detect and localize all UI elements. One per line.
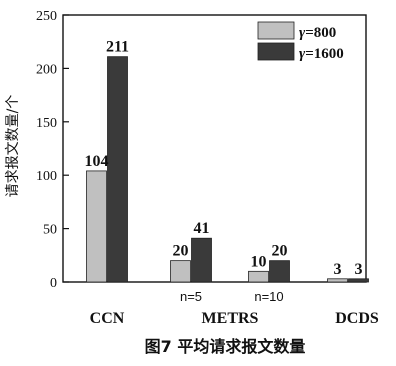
- data-label: 20: [272, 243, 288, 260]
- y-tick-label: 200: [36, 62, 57, 77]
- category-label: METRS: [202, 310, 259, 327]
- legend-swatch: [257, 21, 295, 40]
- category-label: CCN: [90, 310, 125, 327]
- bar: [170, 260, 191, 283]
- y-tick-label: 100: [36, 169, 57, 184]
- bar: [107, 56, 128, 283]
- bar: [269, 260, 290, 283]
- data-label: 20: [173, 243, 189, 260]
- data-label: 41: [194, 220, 210, 237]
- data-label: 3: [355, 261, 363, 278]
- y-tick-label: 150: [36, 116, 57, 131]
- y-tick-label: 250: [36, 9, 57, 24]
- subcategory-label: n=5: [180, 289, 202, 304]
- data-label: 211: [106, 39, 129, 56]
- legend-entry: γ=800: [299, 25, 336, 41]
- data-label: 3: [334, 261, 342, 278]
- bar: [191, 237, 212, 283]
- labels-layer: 104 211 20 41 n=5 10 20 n=10 3 3 CCN METRS DCDS: [85, 39, 379, 327]
- figure-caption: 图7 平均请求报文数量: [145, 337, 306, 356]
- plot-frame: [62, 14, 367, 283]
- legend: γ=800 γ=1600: [257, 21, 344, 62]
- legend-entry: γ=1600: [299, 46, 344, 62]
- data-label: 104: [85, 153, 109, 170]
- bar: [86, 170, 107, 283]
- y-tick-label: 0: [50, 276, 57, 291]
- data-label: 10: [251, 253, 267, 270]
- axes-layer: 0 50 100 150 200 250: [36, 9, 367, 291]
- category-label: DCDS: [335, 310, 379, 327]
- bar: [248, 270, 269, 283]
- bar: [348, 278, 369, 283]
- subcategory-label: n=10: [254, 289, 283, 304]
- y-tick-label: 50: [43, 223, 57, 238]
- bars-layer: [86, 56, 369, 283]
- bar: [327, 278, 348, 283]
- y-axis-label: 请求报文数量/个: [5, 95, 21, 198]
- legend-swatch: [257, 42, 295, 61]
